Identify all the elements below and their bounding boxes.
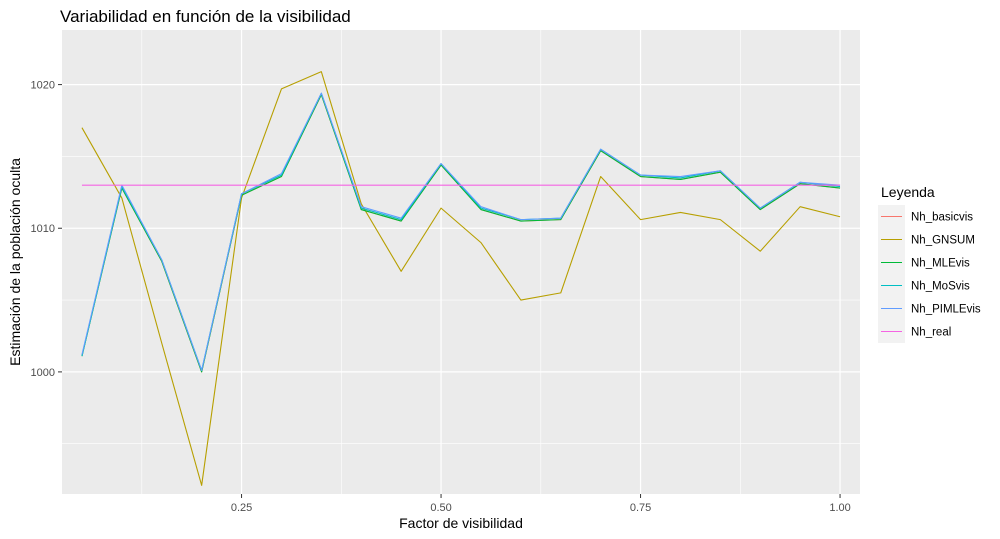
legend-item-nh-mosvis: Nh_MoSvis [878, 274, 970, 297]
minor-gridlines [62, 30, 860, 494]
x-axis-title: Factor de visibilidad [399, 515, 523, 531]
x-tick-label: 0.25 [231, 502, 252, 514]
major-gridlines [62, 30, 860, 494]
legend-label: Nh_real [911, 327, 951, 339]
y-axis-title: Estimación de la población oculta [7, 158, 23, 366]
legend-label: Nh_GNSUM [911, 235, 975, 247]
series-lines [81, 71, 841, 486]
x-axis: 0.25 0.50 0.75 1.00 [231, 494, 851, 514]
legend-item-nh-basicvis: Nh_basicvis [878, 205, 973, 228]
legend-item-nh-gnsum: Nh_GNSUM [878, 228, 975, 251]
y-tick-label: 1020 [31, 80, 55, 92]
legend-item-nh-real: Nh_real [878, 320, 951, 343]
y-tick-label: 1010 [31, 223, 55, 235]
legend-item-nh-mlevis: Nh_MLEvis [878, 251, 970, 274]
chart-title: Variabilidad en función de la visibilida… [60, 7, 351, 26]
legend-label: Nh_MoSvis [911, 281, 970, 293]
x-tick-label: 0.75 [630, 502, 651, 514]
legend: Leyenda Nh_basicvis Nh_GNSUM Nh_MLEvis Nh_M… [878, 184, 981, 343]
x-tick-label: 1.00 [829, 502, 850, 514]
x-tick-label: 0.50 [430, 502, 451, 514]
series-line-nh-gnsum [81, 71, 841, 486]
y-tick-label: 1000 [31, 367, 55, 379]
legend-label: Nh_MLEvis [911, 258, 970, 270]
legend-label: Nh_basicvis [911, 212, 973, 224]
legend-label: Nh_PIMLEvis [911, 304, 981, 316]
legend-title: Leyenda [881, 184, 935, 200]
plot-panel [62, 30, 860, 494]
legend-item-nh-pimlevis: Nh_PIMLEvis [878, 297, 981, 320]
y-axis: 1000 1010 1020 [31, 80, 62, 379]
